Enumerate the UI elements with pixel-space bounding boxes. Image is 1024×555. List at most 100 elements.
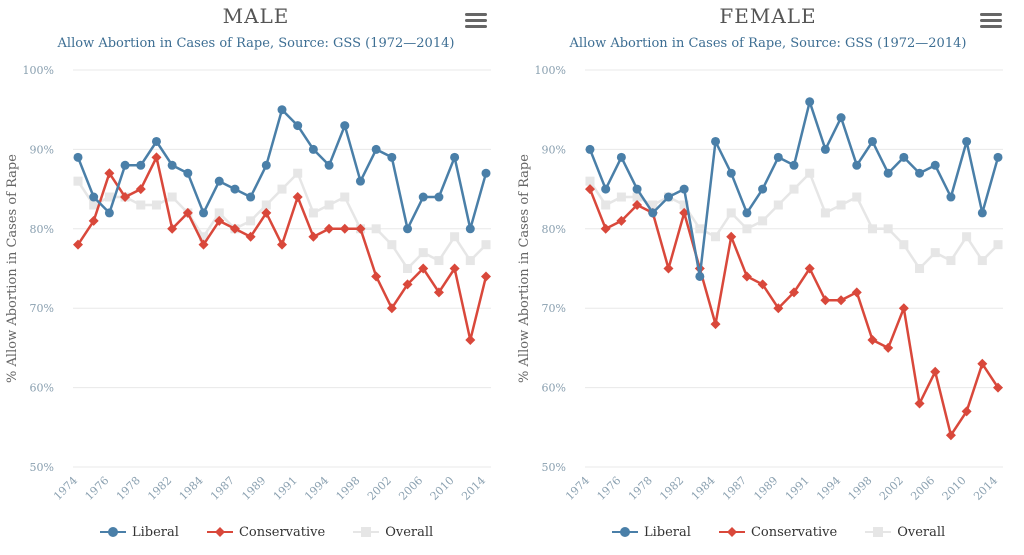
data-point-liberal[interactable] — [663, 192, 673, 202]
data-point-overall[interactable] — [852, 192, 862, 202]
data-point-overall[interactable] — [261, 200, 271, 210]
data-point-overall[interactable] — [89, 200, 99, 210]
data-point-liberal[interactable] — [371, 144, 381, 154]
data-point-overall[interactable] — [742, 224, 752, 234]
data-point-overall[interactable] — [946, 256, 956, 266]
data-point-conservative[interactable] — [600, 223, 611, 234]
legend-item-conservative[interactable]: Conservative — [206, 525, 325, 540]
data-point-conservative[interactable] — [151, 152, 162, 163]
data-point-conservative[interactable] — [585, 184, 595, 195]
data-point-conservative[interactable] — [182, 207, 193, 218]
data-point-conservative[interactable] — [120, 192, 131, 203]
data-point-overall[interactable] — [481, 240, 491, 250]
data-point-overall[interactable] — [136, 200, 146, 210]
data-point-conservative[interactable] — [402, 279, 413, 290]
data-point-conservative[interactable] — [481, 271, 491, 282]
data-point-liberal[interactable] — [820, 144, 830, 154]
data-point-overall[interactable] — [601, 200, 611, 210]
data-point-overall[interactable] — [616, 192, 626, 202]
data-point-overall[interactable] — [199, 232, 209, 242]
legend-item-conservative[interactable]: Conservative — [718, 525, 837, 540]
data-point-conservative[interactable] — [914, 398, 925, 409]
data-point-overall[interactable] — [308, 208, 318, 218]
data-point-overall[interactable] — [883, 224, 893, 234]
legend-item-liberal[interactable]: Liberal — [612, 525, 691, 540]
data-point-liberal[interactable] — [915, 168, 925, 178]
data-point-liberal[interactable] — [230, 184, 240, 194]
data-point-overall[interactable] — [805, 168, 815, 178]
data-point-liberal[interactable] — [261, 160, 271, 170]
data-point-liberal[interactable] — [632, 184, 642, 194]
data-point-conservative[interactable] — [167, 223, 178, 234]
data-point-conservative[interactable] — [710, 319, 721, 330]
data-point-conservative[interactable] — [898, 303, 909, 314]
data-point-overall[interactable] — [151, 200, 161, 210]
data-point-liberal[interactable] — [852, 160, 862, 170]
data-point-overall[interactable] — [867, 224, 877, 234]
data-point-liberal[interactable] — [481, 168, 491, 178]
data-point-liberal[interactable] — [293, 121, 303, 131]
data-point-conservative[interactable] — [261, 207, 272, 218]
data-point-liberal[interactable] — [679, 184, 689, 194]
data-point-liberal[interactable] — [758, 184, 768, 194]
legend-item-liberal[interactable]: Liberal — [100, 525, 179, 540]
data-point-liberal[interactable] — [167, 160, 177, 170]
data-point-liberal[interactable] — [742, 208, 752, 218]
data-point-conservative[interactable] — [229, 223, 240, 234]
data-point-overall[interactable] — [167, 192, 177, 202]
data-point-liberal[interactable] — [805, 97, 815, 107]
data-point-liberal[interactable] — [789, 160, 799, 170]
data-point-liberal[interactable] — [773, 152, 783, 162]
data-point-conservative[interactable] — [292, 192, 303, 203]
legend-item-overall[interactable]: Overall — [865, 525, 945, 540]
data-point-overall[interactable] — [915, 264, 925, 273]
data-point-conservative[interactable] — [930, 366, 941, 377]
data-point-liberal[interactable] — [104, 208, 114, 218]
data-point-conservative[interactable] — [741, 271, 752, 282]
data-point-conservative[interactable] — [883, 342, 894, 353]
hamburger-menu-icon[interactable] — [465, 13, 487, 31]
data-point-overall[interactable] — [293, 168, 303, 178]
data-point-overall[interactable] — [371, 224, 381, 234]
data-point-overall[interactable] — [585, 176, 595, 186]
data-point-overall[interactable] — [403, 264, 413, 273]
data-point-overall[interactable] — [789, 184, 799, 194]
data-point-overall[interactable] — [277, 184, 287, 194]
data-point-liberal[interactable] — [946, 192, 956, 202]
data-point-conservative[interactable] — [993, 382, 1003, 393]
data-point-conservative[interactable] — [339, 223, 350, 234]
data-point-conservative[interactable] — [961, 406, 972, 417]
data-point-overall[interactable] — [993, 240, 1003, 250]
data-point-liberal[interactable] — [883, 168, 893, 178]
data-point-conservative[interactable] — [371, 271, 382, 282]
data-point-liberal[interactable] — [434, 192, 444, 202]
data-point-conservative[interactable] — [851, 287, 862, 298]
data-point-liberal[interactable] — [977, 208, 987, 218]
data-point-overall[interactable] — [450, 232, 460, 242]
data-point-conservative[interactable] — [73, 239, 83, 250]
data-point-conservative[interactable] — [632, 199, 643, 210]
data-point-liberal[interactable] — [214, 176, 224, 186]
data-point-overall[interactable] — [632, 192, 642, 202]
data-point-liberal[interactable] — [695, 271, 705, 281]
data-point-conservative[interactable] — [867, 334, 878, 345]
data-point-overall[interactable] — [695, 224, 705, 234]
data-point-liberal[interactable] — [89, 192, 99, 202]
data-point-liberal[interactable] — [867, 136, 877, 146]
data-point-liberal[interactable] — [836, 113, 846, 123]
hamburger-menu-icon[interactable] — [980, 13, 1002, 31]
data-point-conservative[interactable] — [214, 215, 225, 226]
data-point-conservative[interactable] — [418, 263, 429, 274]
data-point-overall[interactable] — [246, 216, 256, 226]
data-point-conservative[interactable] — [308, 231, 319, 242]
data-point-conservative[interactable] — [945, 430, 956, 441]
data-point-overall[interactable] — [726, 208, 736, 218]
data-point-liberal[interactable] — [151, 136, 161, 146]
data-point-liberal[interactable] — [899, 152, 909, 162]
data-point-liberal[interactable] — [465, 224, 475, 234]
data-point-overall[interactable] — [214, 208, 224, 218]
data-point-overall[interactable] — [711, 232, 721, 242]
data-point-liberal[interactable] — [993, 152, 1003, 162]
data-point-conservative[interactable] — [616, 215, 627, 226]
data-point-overall[interactable] — [836, 200, 846, 210]
